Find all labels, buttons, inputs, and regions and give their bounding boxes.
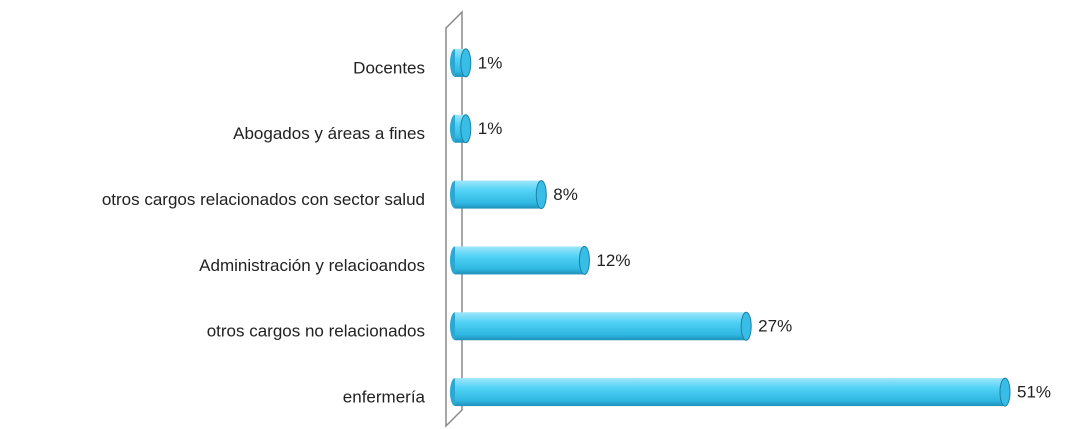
bar (450, 245, 590, 275)
data-label: 1% (478, 53, 503, 72)
bar-part (999, 377, 1011, 407)
bar-part (578, 245, 590, 275)
data-label: 1% (478, 119, 503, 138)
bar-part (455, 246, 585, 275)
data-label: 51% (1017, 383, 1051, 402)
y-tick-label: Administración y relacioandos (199, 256, 425, 275)
bar-part (455, 180, 542, 209)
back-wall (445, 10, 463, 428)
data-label: 8% (553, 185, 578, 204)
y-tick-label: Abogados y áreas a fines (233, 124, 425, 143)
data-label: 12% (596, 251, 630, 270)
y-tick-label: otros cargos relacionados con sector sal… (102, 190, 425, 209)
bar-part (460, 48, 472, 78)
bar-part (535, 180, 547, 210)
bar-part (455, 378, 1005, 407)
bar-part (740, 311, 752, 341)
y-tick-label: otros cargos no relacionados (207, 322, 425, 341)
bar-part (460, 114, 472, 144)
y-tick-label: enfermería (343, 388, 426, 407)
bar (450, 114, 472, 144)
bar (450, 377, 1011, 407)
bar (450, 180, 547, 210)
bar (450, 311, 752, 341)
data-label: 27% (758, 317, 792, 336)
bar-part (455, 312, 747, 341)
bar (450, 48, 472, 78)
y-tick-label: Docentes (353, 58, 425, 77)
